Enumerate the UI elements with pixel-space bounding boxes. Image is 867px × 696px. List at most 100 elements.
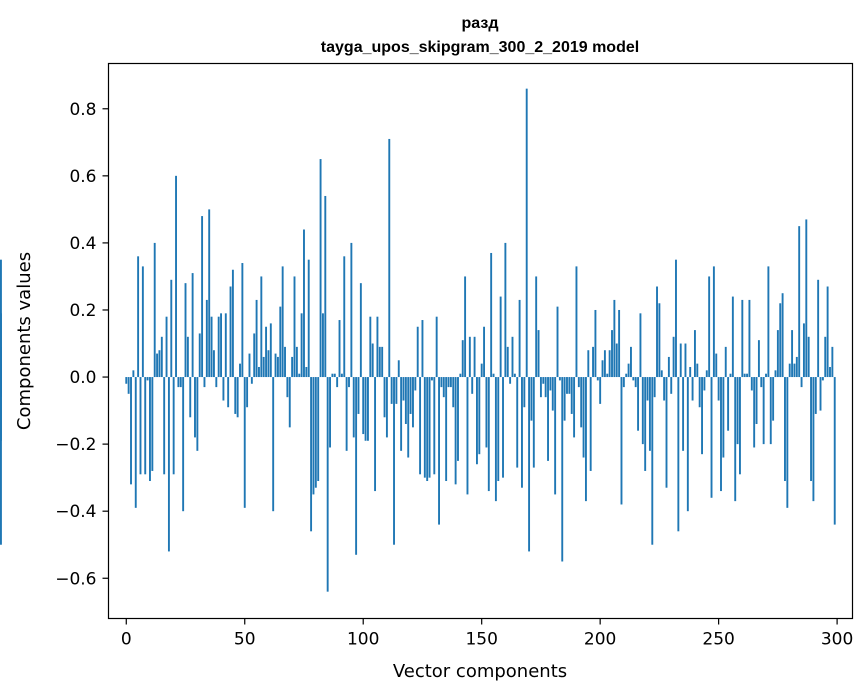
chart-title-line-1: разд	[462, 15, 499, 32]
bar-142	[461, 340, 464, 378]
bar-273	[772, 377, 775, 421]
x-axis-ticks: 0 50 100 150 200 250 300	[121, 618, 853, 650]
bar-106	[376, 316, 379, 378]
bar-56	[258, 366, 260, 378]
x-tick-label: 100	[347, 630, 379, 650]
bar-198	[594, 309, 597, 378]
bar-0	[125, 377, 128, 384]
bar-145	[468, 336, 471, 378]
bar-37	[212, 350, 215, 378]
bar-82	[319, 159, 322, 378]
bar-67	[284, 346, 286, 378]
bar-59	[265, 326, 268, 378]
bar-52	[248, 353, 251, 378]
bar-264	[750, 377, 753, 391]
bar-34	[205, 299, 208, 378]
bar-4	[134, 377, 137, 508]
bar-48	[239, 363, 241, 378]
bar-156	[494, 377, 497, 502]
bar-163	[511, 336, 514, 378]
bar-14	[158, 350, 161, 378]
bar-68	[286, 377, 289, 398]
bar-261	[743, 373, 746, 378]
bar-182	[556, 306, 559, 378]
bar-114	[395, 377, 398, 404]
bars-group	[0, 88, 836, 592]
bar-279	[786, 377, 789, 508]
bar-125	[421, 320, 424, 378]
bar-215	[634, 377, 637, 388]
bar-227	[663, 377, 666, 401]
bar-140	[457, 377, 459, 461]
bar-190	[575, 266, 578, 378]
bar-200	[599, 377, 602, 404]
bar-39	[217, 316, 220, 378]
bar-206	[613, 299, 616, 378]
x-tick-label: 200	[584, 630, 616, 650]
y-tick-label: −0.2	[55, 435, 96, 455]
bar-263	[748, 299, 751, 378]
bar-41	[222, 377, 225, 401]
bar-209	[620, 377, 623, 505]
bar-276	[779, 303, 782, 378]
bar-205	[611, 330, 613, 378]
bar-92	[343, 256, 346, 378]
bar-107	[378, 346, 381, 378]
bar-84	[324, 195, 327, 378]
bar-202	[603, 350, 606, 378]
bar-274	[774, 370, 777, 378]
bar-233	[677, 377, 680, 532]
bar-212	[627, 363, 630, 378]
bar-27	[189, 377, 192, 418]
bar-135	[445, 377, 448, 482]
bar-24	[182, 377, 185, 512]
bar-174	[537, 330, 540, 378]
bar-167	[521, 377, 523, 488]
bar-88	[333, 373, 336, 378]
bar-10	[149, 377, 151, 482]
bar-285	[800, 377, 803, 388]
bar-30	[196, 377, 199, 451]
bar-281	[791, 330, 794, 378]
bar-180	[551, 377, 554, 411]
bar-184	[561, 377, 564, 562]
bar-22	[177, 377, 180, 388]
bar-130	[433, 377, 436, 475]
bar-242	[698, 377, 701, 408]
y-tick-label: −0.4	[55, 502, 96, 522]
bar-253	[724, 346, 727, 378]
bar-154	[490, 252, 493, 378]
bar-147	[473, 336, 476, 378]
bar-292	[817, 279, 820, 378]
bar-40	[220, 313, 222, 378]
bar-228	[665, 377, 668, 488]
bar-195	[587, 350, 590, 378]
bar-69	[288, 377, 291, 428]
bar-143	[464, 276, 467, 378]
bar-214	[632, 377, 635, 381]
bar-219	[644, 377, 647, 471]
bar-73	[298, 373, 301, 378]
bar-223	[653, 377, 656, 398]
bar-75	[303, 229, 305, 378]
bar-undefined	[0, 259, 2, 378]
bar-230	[670, 377, 673, 394]
bar-103	[369, 316, 372, 378]
bar-171	[530, 377, 533, 421]
x-tick-label: 300	[821, 630, 853, 650]
bar-118	[404, 377, 407, 424]
bar-221	[648, 377, 651, 451]
bar-54	[253, 333, 256, 378]
bar-217	[639, 313, 642, 378]
bar-256	[731, 296, 734, 378]
x-tick-label: 50	[234, 630, 256, 650]
y-axis-label: Components values	[14, 252, 35, 430]
y-tick-label: 0.0	[69, 368, 96, 388]
bar-267	[757, 340, 760, 378]
bar-94	[348, 377, 350, 388]
bar-172	[532, 377, 535, 468]
bar-23	[179, 377, 182, 388]
bar-72	[295, 346, 298, 378]
bar-282	[793, 363, 796, 378]
